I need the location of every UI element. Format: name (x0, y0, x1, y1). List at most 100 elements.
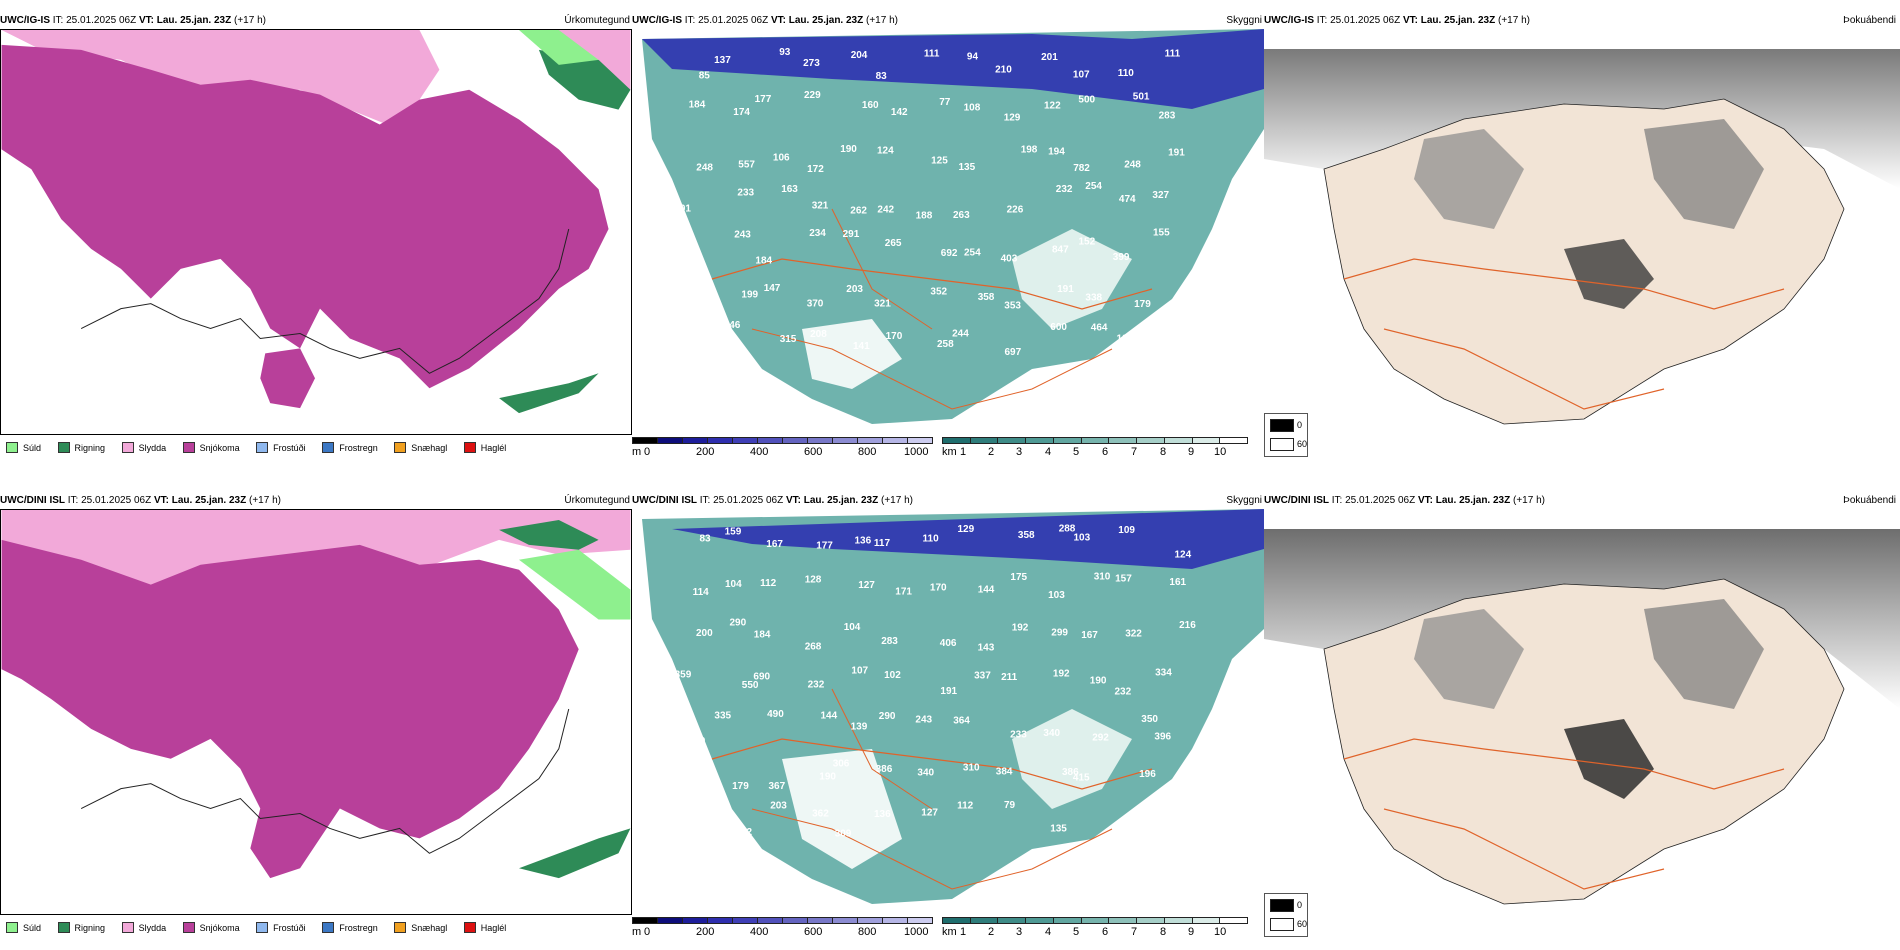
height-label: 114 (693, 587, 710, 598)
height-tick-2: 400 (750, 926, 769, 938)
valid-prefix: VT: (1417, 495, 1433, 506)
height-label: 600 (1050, 322, 1067, 333)
colorbar-segment (1108, 917, 1138, 924)
height-label: 291 (843, 229, 860, 240)
precip-map (0, 509, 632, 915)
fog-mid-area-2 (1644, 119, 1764, 229)
height-label: 135 (959, 162, 976, 173)
vis-tick-1: 2 (988, 446, 995, 458)
height-label: 216 (1179, 620, 1196, 631)
height-label: 103 (1074, 533, 1091, 544)
legend-item-4: Frostúði (256, 442, 306, 453)
colorbar-segment (1163, 917, 1193, 924)
colorbar-segment (969, 917, 999, 924)
colorbar-segment (757, 437, 783, 444)
height-label: 111 (924, 49, 940, 60)
panel-header: UWC/DINI ISL IT: 25.01.2025 06Z VT: Lau.… (1264, 493, 1545, 509)
height-label: 832 (735, 827, 752, 838)
lead-time: (+17 h) (1513, 495, 1545, 506)
height-tick-2: 400 (750, 446, 769, 458)
height-label: 136 (855, 535, 872, 546)
legend-item-2: Slydda (121, 442, 166, 453)
height-label: 263 (953, 210, 970, 221)
height-label: 690 (753, 672, 770, 683)
height-label: 106 (773, 153, 790, 164)
height-label: 109 (1118, 525, 1135, 536)
height-label: 129 (1004, 113, 1021, 124)
height-label: 83 (700, 533, 712, 544)
legend-swatch-2 (121, 442, 134, 453)
issue-time: 25.01.2025 06Z (1345, 495, 1416, 506)
panel-header: UWC/IG-IS IT: 25.01.2025 06Z VT: Lau. 25… (0, 13, 266, 29)
model-name: UWC/IG-IS (632, 15, 682, 26)
offshore-fog (1264, 49, 1900, 189)
height-label: 204 (698, 768, 715, 779)
height-label: 327 (1152, 190, 1169, 201)
height-colorbar: m 0 200 400 600 800 1000 (632, 917, 937, 939)
vis-tick-4: 5 (1073, 926, 1080, 938)
road-network (1343, 738, 1785, 890)
lead-time: (+17 h) (1498, 15, 1530, 26)
colorbar-segment (1080, 437, 1110, 444)
model-name: UWC/IG-IS (1264, 15, 1314, 26)
height-label: 370 (807, 299, 824, 310)
panel-title: Þokuábendi (1843, 15, 1896, 26)
height-label: 171 (895, 587, 912, 598)
panel-title: Skyggni (1226, 495, 1262, 506)
road-network (751, 688, 1113, 890)
height-label: 110 (1118, 68, 1135, 79)
snow-area-south (260, 348, 316, 409)
height-label: 248 (1124, 160, 1141, 171)
height-label: 226 (1007, 204, 1024, 215)
legend-swatch-3 (182, 442, 195, 453)
fog-map (1264, 509, 1900, 915)
legend-item-7: Haglél (463, 442, 506, 453)
highland-outline (711, 738, 1153, 790)
height-label: 104 (844, 622, 861, 633)
height-label: 184 (755, 256, 772, 267)
height-label: 167 (766, 539, 783, 550)
legend-label-5: Frostregn (339, 922, 378, 933)
legend-label-1: Rigning (74, 922, 106, 933)
height-label: 358 (1018, 530, 1035, 541)
height-label: 124 (877, 145, 894, 156)
height-label: 102 (884, 670, 901, 681)
height-label: 338 (1085, 293, 1102, 304)
fog-legend-value-1: 60 (1297, 439, 1308, 449)
vis-tick-9: 10 (1214, 446, 1227, 458)
height-label: 243 (734, 230, 751, 241)
legend-label-4: Frostúði (273, 442, 306, 453)
height-label: 600 (683, 815, 700, 826)
row1-fog-panel: UWC/IG-IS IT: 25.01.2025 06Z VT: Lau. 25… (1264, 13, 1900, 461)
height-label: 190 (1090, 676, 1107, 687)
height-label: 124 (1175, 549, 1192, 560)
height-label: 254 (964, 248, 981, 259)
height-label: 188 (916, 211, 933, 222)
height-label: 316 (677, 234, 694, 245)
height-label: 309 (835, 829, 852, 840)
height-label: 352 (930, 287, 947, 298)
height-label: 386 (1062, 767, 1079, 778)
height-label: 847 (1052, 245, 1069, 256)
height-label: 136 (874, 809, 891, 820)
colorbar-segment (757, 917, 783, 924)
height-label: 112 (760, 578, 777, 589)
clear-area (1012, 229, 1132, 329)
legend-swatch-2 (121, 922, 134, 933)
height-label: 170 (886, 331, 903, 342)
height-label: 268 (805, 641, 822, 652)
height-label: 94 (967, 51, 979, 62)
height-label: 192 (1053, 669, 1070, 680)
height-label: 203 (846, 284, 863, 295)
vis-tick-5: 6 (1102, 926, 1109, 938)
model-name: UWC/DINI ISL (632, 495, 697, 506)
height-label: 110 (923, 534, 940, 545)
legend-item-1: Rigning (57, 922, 106, 933)
height-tick-3: 600 (804, 446, 823, 458)
height-tick-0: 0 (644, 926, 651, 938)
height-label: 292 (1092, 732, 1109, 743)
height-label: 184 (754, 630, 771, 641)
colorbar-segment (1080, 917, 1110, 924)
